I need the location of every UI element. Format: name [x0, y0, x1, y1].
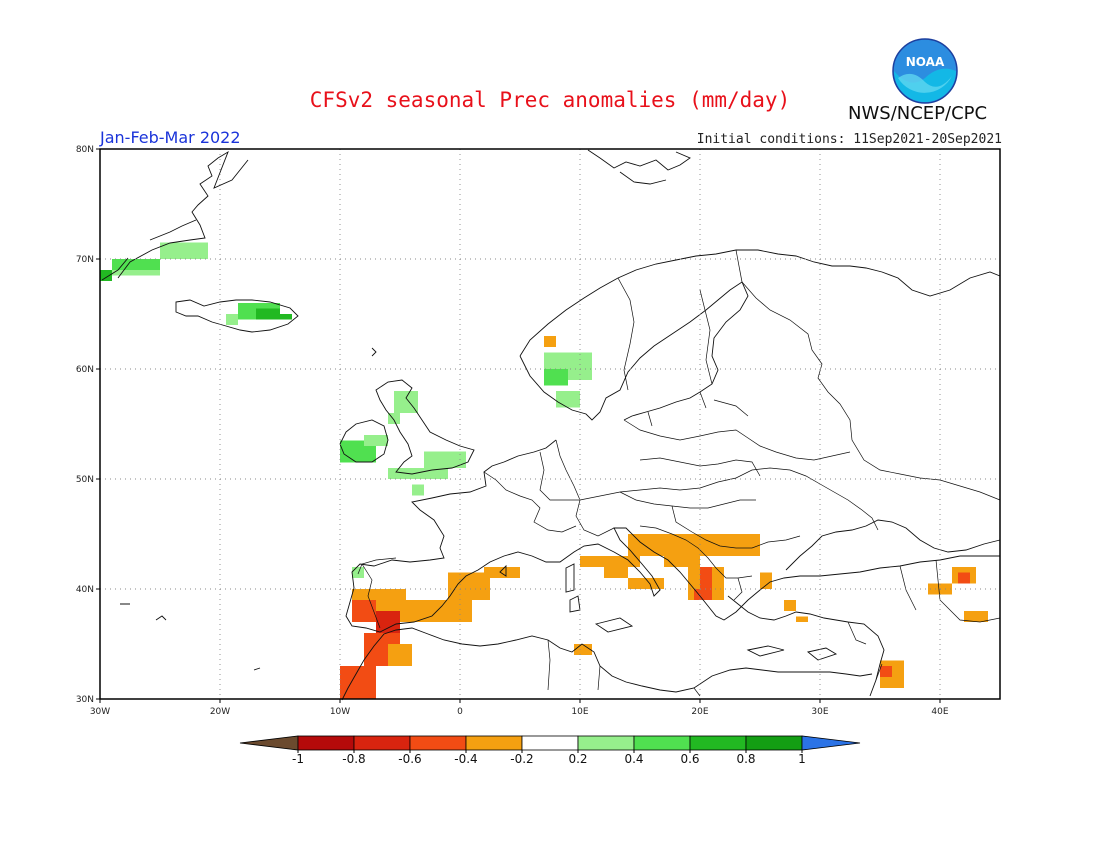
- anomaly-cell: [760, 572, 772, 589]
- colorbar-segment: [745, 735, 803, 751]
- colorbar-label: 0.6: [680, 752, 699, 766]
- anomaly-cell: [694, 589, 712, 600]
- anomaly-cell: [274, 314, 292, 320]
- anomaly-cell: [100, 270, 112, 281]
- x-tick-label: 30E: [811, 707, 828, 717]
- x-tick-label: 20W: [210, 707, 230, 717]
- anomaly-cell: [388, 413, 400, 424]
- y-tick-label: 80N: [76, 145, 94, 155]
- colorbar-label: -1: [292, 752, 304, 766]
- colorbar-segment: [633, 735, 691, 751]
- colorbar-label: 1: [798, 752, 806, 766]
- anomaly-cell: [256, 308, 280, 320]
- x-tick-label: 10W: [330, 707, 350, 717]
- anomaly-cell: [700, 534, 760, 556]
- anomaly-cell: [424, 451, 466, 468]
- colorbar-label: -0.6: [398, 752, 421, 766]
- initial-conditions: Initial conditions: 11Sep2021-20Sep2021: [696, 132, 1002, 147]
- y-tick-label: 50N: [76, 475, 94, 485]
- anomaly-cell: [880, 666, 892, 677]
- anomaly-cell: [628, 534, 700, 556]
- colorbar-label: 0.8: [736, 752, 755, 766]
- anomaly-cell: [796, 616, 808, 622]
- anomaly-cell: [604, 567, 628, 578]
- colorbar-segment: [353, 735, 411, 751]
- colorbar-label: -0.4: [454, 752, 477, 766]
- svg-text:NOAA: NOAA: [906, 55, 945, 69]
- anomaly-cell: [484, 567, 520, 578]
- x-tick-label: 0: [457, 707, 463, 717]
- map-title: CFSv2 seasonal Prec anomalies (mm/day): [309, 88, 791, 112]
- colorbar-label: 0.4: [624, 752, 643, 766]
- graticule: [100, 149, 1000, 699]
- x-tick-label: 40E: [931, 707, 948, 717]
- anomaly-cell: [400, 600, 472, 622]
- colorbar-segment: [465, 735, 523, 751]
- country-borders: [357, 249, 1001, 697]
- axis-ticks: 30W 20W 10W 0 10E 20E 30E 40E 30N 40N 50N 60N 70N 80N: [76, 145, 949, 717]
- y-tick-label: 70N: [76, 255, 94, 265]
- anomaly-cell: [556, 391, 580, 408]
- colorbar-high-arrow: [801, 735, 861, 751]
- anomaly-cell: [160, 242, 208, 259]
- colorbar-segment: [689, 735, 747, 751]
- anomaly-cell: [226, 314, 238, 325]
- anomaly-cell: [352, 600, 376, 622]
- colorbar-label: 0.2: [568, 752, 587, 766]
- anomaly-cell: [448, 572, 490, 600]
- anomaly-cell: [964, 611, 988, 622]
- noaa-logo-icon: NOAA: [892, 38, 958, 104]
- colorbar-label: -0.8: [342, 752, 365, 766]
- anomaly-cell: [700, 567, 712, 589]
- anomaly-cell: [388, 468, 448, 479]
- anomaly-cell: [412, 484, 424, 496]
- anomaly-cell: [664, 556, 700, 567]
- anomaly-cell: [112, 259, 160, 270]
- x-tick-label: 10E: [571, 707, 588, 717]
- anomaly-cell: [376, 611, 400, 633]
- colorbar-legend: -1 -0.8 -0.6 -0.4 -0.2 0.2 0.4 0.6 0.8 1: [239, 735, 861, 766]
- anomaly-cell: [580, 556, 640, 567]
- anomaly-cell: [112, 270, 160, 276]
- anomaly-cell: [628, 578, 664, 589]
- forecast-period: Jan-Feb-Mar 2022: [100, 128, 241, 147]
- y-tick-label: 30N: [76, 695, 94, 705]
- anomaly-cell: [364, 435, 388, 446]
- anomaly-cell: [958, 572, 970, 584]
- colorbar-segment: [521, 735, 579, 751]
- anomaly-cell: [394, 391, 418, 413]
- colorbar-segment: [577, 735, 635, 751]
- anomaly-cell: [544, 336, 556, 347]
- anomaly-cell: [544, 369, 568, 386]
- coastlines: [101, 149, 1001, 701]
- anomaly-cell: [388, 644, 412, 666]
- colorbar-segment: [409, 735, 467, 751]
- anomaly-cell: [784, 600, 796, 611]
- y-tick-label: 40N: [76, 585, 94, 595]
- x-tick-label: 30W: [90, 707, 110, 717]
- colorbar-label: -0.2: [510, 752, 533, 766]
- anomaly-cells: [100, 242, 988, 699]
- colorbar-low-arrow: [239, 735, 299, 751]
- map-frame: [99, 148, 1001, 700]
- anomaly-cell: [352, 567, 364, 578]
- y-tick-label: 60N: [76, 365, 94, 375]
- colorbar-segment: [297, 735, 355, 751]
- anomaly-cell: [574, 644, 592, 655]
- x-tick-label: 20E: [691, 707, 708, 717]
- agency-label: NWS/NCEP/CPC: [848, 103, 988, 124]
- anomaly-cell: [340, 666, 376, 699]
